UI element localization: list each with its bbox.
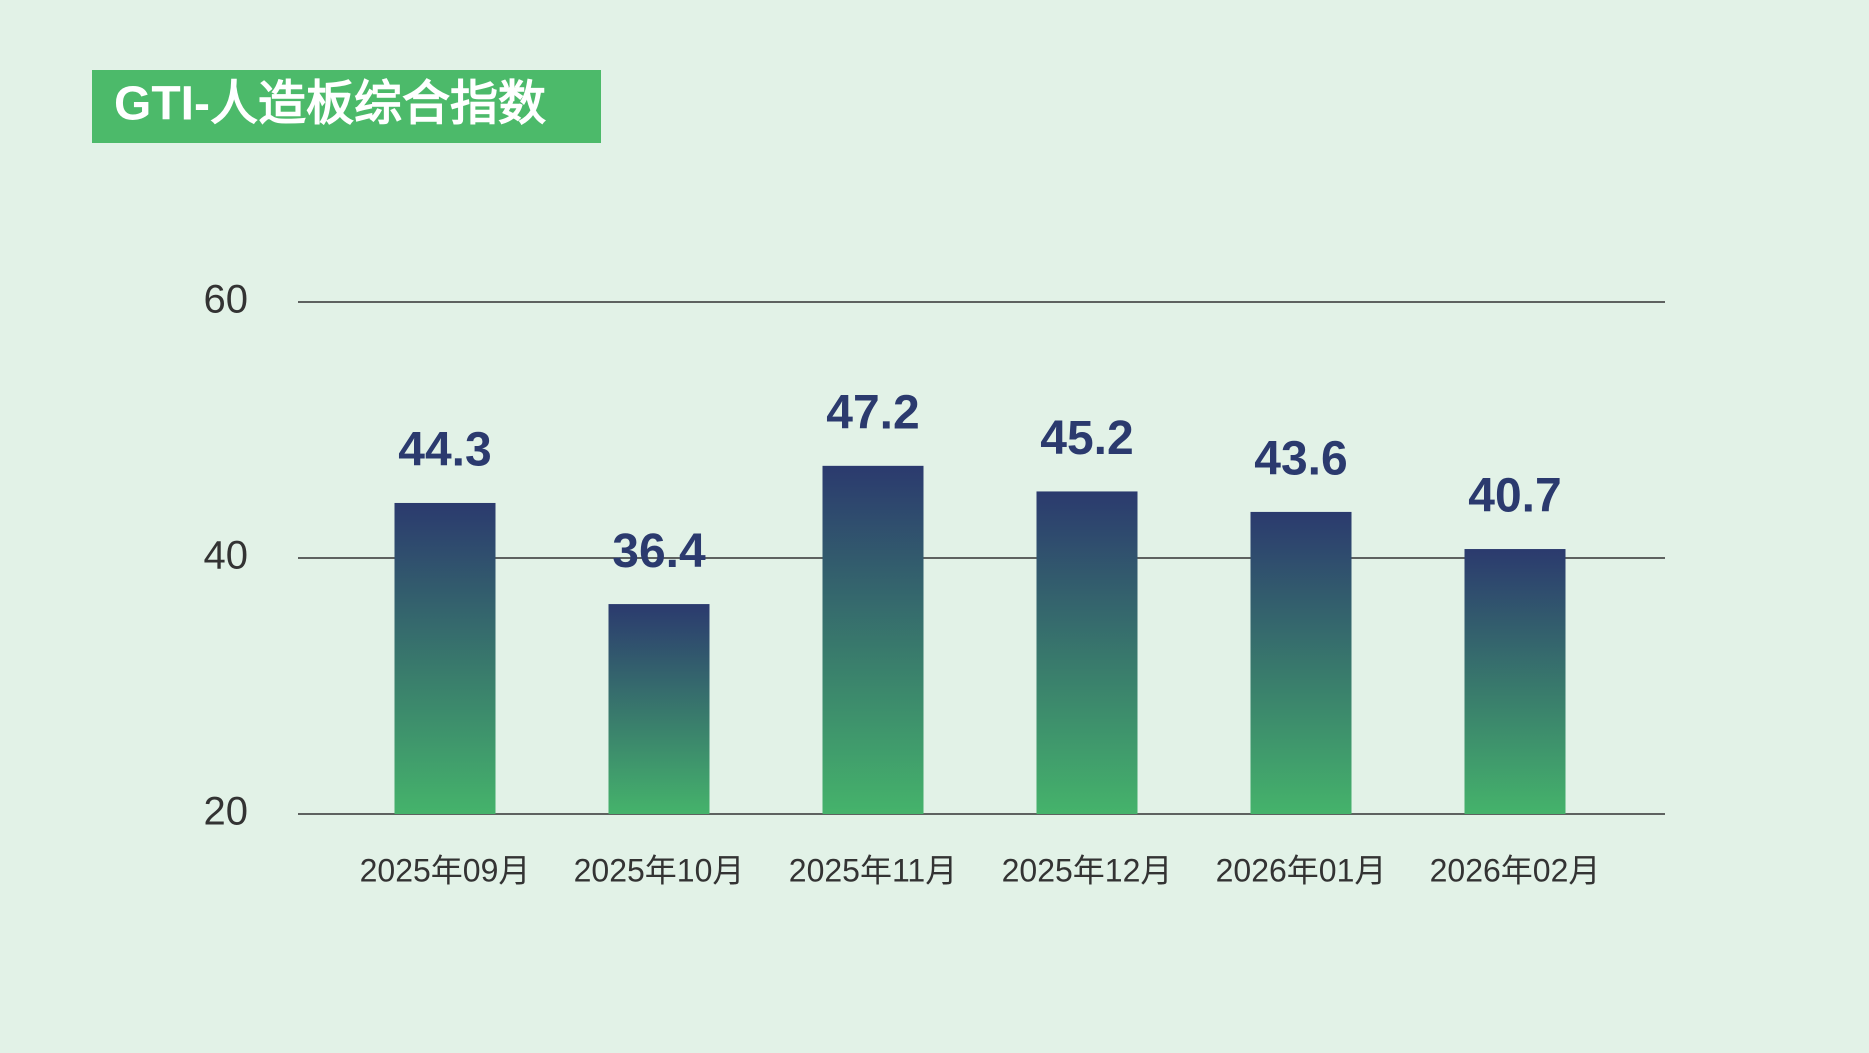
value-label: 47.2: [826, 387, 919, 440]
chart-title: GTI-人造板综合指数: [114, 78, 546, 131]
x-tick-label: 2025年10月: [574, 852, 745, 888]
title-box: [92, 70, 601, 143]
value-label: 36.4: [612, 525, 706, 578]
bar: [822, 465, 924, 814]
value-label: 43.6: [1254, 433, 1347, 486]
value-label: 44.3: [398, 424, 491, 477]
bar: [1250, 511, 1352, 814]
y-tick-label: 60: [204, 278, 249, 322]
y-tick-label: 20: [204, 790, 249, 834]
bar: [394, 502, 496, 814]
bar: [1464, 549, 1566, 814]
value-label: 40.7: [1468, 470, 1561, 523]
x-tick-label: 2025年11月: [789, 852, 957, 888]
x-tick-label: 2026年02月: [1430, 852, 1601, 888]
y-tick-label: 40: [204, 534, 249, 578]
bar: [1036, 491, 1138, 814]
x-tick-label: 2025年09月: [360, 852, 531, 888]
value-label: 45.2: [1040, 412, 1133, 465]
x-tick-label: 2025年12月: [1002, 852, 1173, 888]
x-tick-label: 2026年01月: [1216, 852, 1387, 888]
bar: [608, 604, 710, 814]
